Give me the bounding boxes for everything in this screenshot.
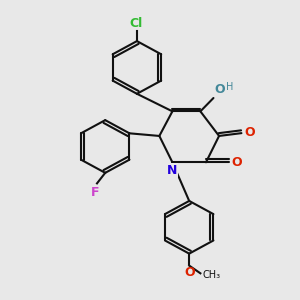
- Text: O: O: [214, 82, 225, 95]
- Text: CH₃: CH₃: [202, 270, 220, 280]
- Text: Cl: Cl: [130, 17, 143, 30]
- Text: F: F: [91, 186, 99, 199]
- Text: O: O: [184, 266, 194, 279]
- Text: O: O: [244, 126, 255, 139]
- Text: O: O: [231, 156, 242, 169]
- Text: N: N: [167, 164, 178, 177]
- Text: H: H: [226, 82, 233, 92]
